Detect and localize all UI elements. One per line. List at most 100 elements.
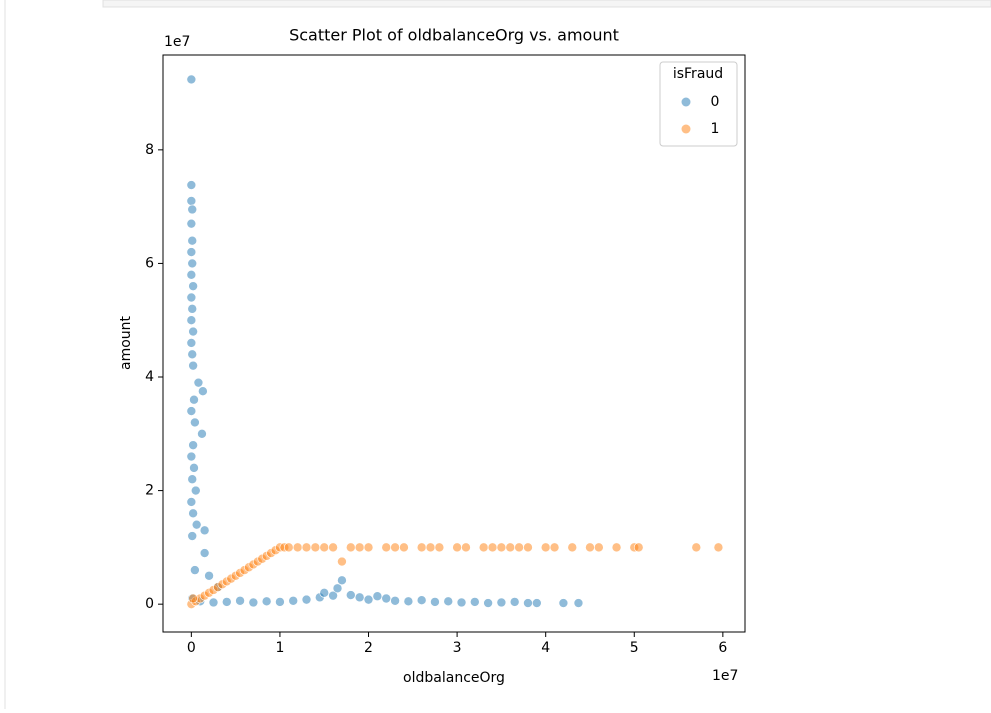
point (197, 428, 207, 439)
point (633, 542, 644, 553)
point (573, 598, 584, 608)
plot-frame (162, 54, 746, 633)
point (496, 597, 507, 608)
point (186, 338, 197, 348)
point (496, 542, 507, 553)
x-tick-label: 3 (453, 640, 462, 656)
legend-label: 0 (711, 94, 720, 110)
point (337, 556, 347, 567)
point (186, 74, 197, 85)
point (288, 595, 299, 606)
point (187, 531, 198, 541)
point (363, 542, 374, 553)
x-axis-label: oldbalanceOrg (403, 670, 505, 686)
point (345, 590, 356, 600)
point (558, 598, 569, 608)
point (187, 204, 198, 215)
point (514, 542, 524, 553)
x-tick-label: 0 (187, 640, 196, 656)
point (186, 497, 197, 507)
point (187, 235, 198, 246)
point (198, 386, 208, 397)
point (186, 269, 197, 280)
point (189, 394, 199, 405)
x-tick-label: 4 (541, 640, 550, 656)
point (456, 597, 467, 608)
point (337, 575, 347, 586)
point (381, 542, 392, 553)
point (509, 597, 520, 607)
point (532, 598, 542, 608)
point (430, 597, 440, 607)
point (363, 594, 374, 605)
point (399, 542, 409, 553)
point (235, 595, 245, 606)
point (332, 583, 343, 594)
point (186, 247, 197, 257)
point (549, 542, 560, 553)
point (292, 542, 303, 553)
point (713, 542, 724, 553)
point (261, 596, 272, 607)
point (483, 598, 493, 608)
legend-label: 1 (711, 121, 720, 137)
y-offset-label: 1e7 (164, 34, 190, 50)
legend-title: isFraud (673, 66, 723, 82)
y-tick-label: 6 (145, 255, 154, 271)
point (199, 525, 210, 536)
point (354, 542, 365, 553)
legend-marker (681, 97, 691, 107)
point (199, 548, 210, 558)
point (478, 542, 489, 553)
point (221, 597, 232, 607)
chart-title: Scatter Plot of oldbalanceOrg vs. amount (289, 26, 619, 45)
point (523, 598, 533, 608)
point (189, 463, 199, 473)
point (540, 542, 551, 553)
point (354, 592, 365, 603)
x-tick-label: 6 (718, 640, 727, 656)
point (188, 440, 198, 450)
point (248, 597, 259, 608)
point (319, 542, 330, 553)
point (390, 595, 400, 606)
point (381, 593, 392, 604)
point (452, 542, 462, 553)
x-tick-label: 1 (275, 640, 284, 656)
point (190, 485, 201, 496)
point (328, 590, 338, 601)
point (186, 218, 197, 229)
point (567, 542, 578, 553)
y-tick-label: 4 (145, 369, 154, 385)
point (301, 542, 312, 553)
point (345, 542, 356, 553)
cell-header (102, 0, 991, 8)
point (425, 542, 436, 553)
point (191, 519, 202, 530)
point (275, 597, 285, 607)
point (187, 349, 198, 360)
point (403, 596, 414, 607)
point (416, 595, 427, 605)
point (187, 258, 198, 269)
point (188, 326, 198, 337)
y-axis-label: amount (118, 315, 134, 370)
x-offset-label: 1e7 (712, 668, 738, 684)
point (186, 196, 197, 206)
point (523, 542, 533, 553)
point (283, 542, 294, 553)
point (204, 570, 214, 581)
point (186, 315, 197, 326)
point (186, 180, 197, 190)
point (434, 542, 445, 553)
point (186, 406, 197, 416)
point (443, 596, 454, 607)
point (187, 304, 198, 314)
point (372, 591, 383, 602)
point (188, 593, 198, 604)
point (186, 292, 197, 303)
point (611, 542, 622, 553)
point (470, 597, 480, 607)
x-tick-label: 2 (364, 640, 373, 656)
point (487, 542, 498, 553)
